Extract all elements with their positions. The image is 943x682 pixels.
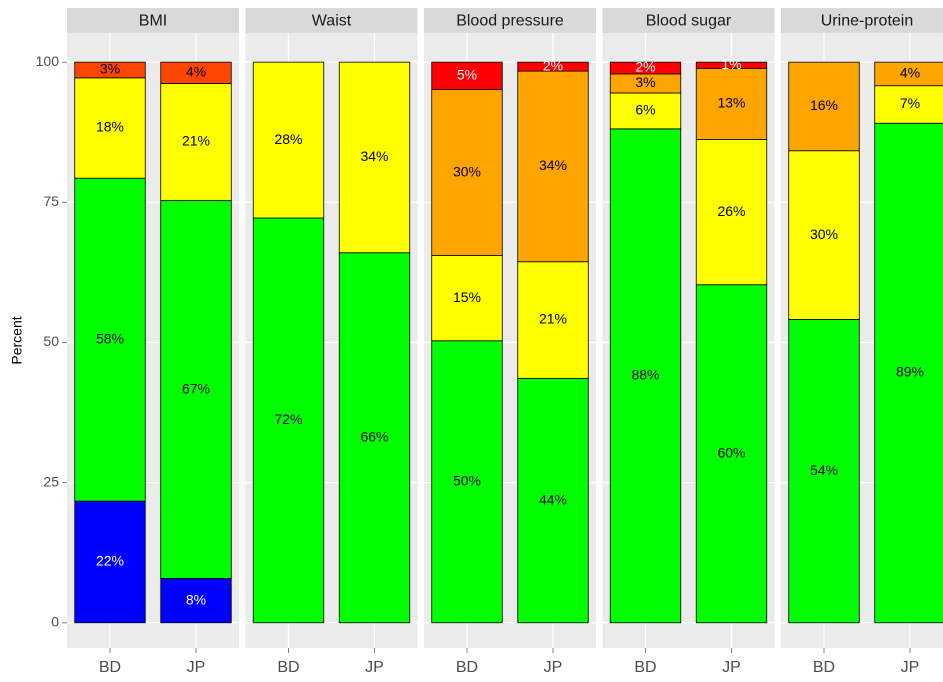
x-tick-label: BD [634,659,656,676]
bar-segment [609,92,682,130]
bar-segment [517,261,589,379]
x-tick-label: BD [813,659,835,676]
bar-segment [160,578,232,624]
y-tick-label: 0 [51,613,59,629]
bar-segment [695,284,768,624]
x-tick-label: JP [722,659,741,676]
data-label: 7% [900,95,920,111]
bar-segment [74,177,146,502]
bar-segment [431,89,503,256]
y-tick-label: 100 [36,53,60,69]
data-label: 18% [96,119,124,135]
bar-segment [74,77,146,179]
strip-background [67,8,239,33]
data-label: 21% [182,133,210,149]
bar-segment [874,61,943,87]
bar-segment [431,61,503,91]
data-label: 34% [360,148,388,164]
x-tick-label: BD [99,659,121,676]
data-label: 15% [453,289,481,305]
bar-segment [160,61,232,84]
bar-segment [160,83,232,202]
bar-segment [252,217,325,624]
bar-segment [160,200,232,579]
y-tick-label: 25 [43,473,59,489]
x-tick-label: JP [901,659,920,676]
x-tick-label: BD [456,659,478,676]
data-label: 30% [810,226,838,242]
facet-title: Waist [312,13,352,30]
data-label: 21% [539,311,567,327]
data-label: 30% [453,163,481,179]
data-label: 60% [717,444,745,460]
bar-segment [695,67,768,140]
bar-segment [609,128,682,624]
data-label: 2% [635,59,655,75]
data-label: 72% [274,411,302,427]
bar-segment [695,139,768,286]
bar-segment [788,61,860,152]
y-tick-label: 50 [43,333,59,349]
data-label: 88% [631,367,659,383]
bar-segment [74,61,146,79]
facet-title: Blood pressure [456,13,564,30]
data-label: 2% [543,57,563,73]
x-tick-label: JP [544,659,563,676]
bar-segment [517,377,589,624]
data-label: 5% [457,67,477,83]
bar-segment [431,255,503,342]
y-tick-label: 75 [43,193,59,209]
x-tick-label: JP [365,659,384,676]
facet-title: Blood sugar [646,13,732,30]
strip-background [424,8,596,33]
data-label: 50% [453,472,481,488]
x-tick-label: JP [187,659,206,676]
strip-background [602,8,775,33]
data-label: 1% [721,56,741,72]
data-label: 44% [539,491,567,507]
data-label: 89% [896,364,924,380]
data-label: 66% [360,428,388,444]
bar-segment [74,500,146,624]
strip-background [781,8,943,33]
strip-background [245,8,418,33]
data-label: 16% [810,97,838,113]
data-label: 28% [274,131,302,147]
facet-title: Urine-protein [821,13,913,30]
bar-segment [517,61,589,72]
data-label: 67% [182,380,210,396]
bar-segment [874,122,943,624]
data-label: 58% [96,330,124,346]
data-label: 4% [900,65,920,81]
data-label: 6% [635,102,655,118]
data-label: 54% [810,462,838,478]
data-label: 3% [100,61,120,77]
data-label: 13% [717,95,745,111]
data-label: 34% [539,157,567,173]
facet-title: BMI [139,13,167,30]
y-axis-label: Percent [9,316,25,364]
bar-segment [874,85,943,124]
data-label: 26% [717,203,745,219]
data-label: 22% [96,553,124,569]
bar-segment [338,252,411,624]
bar-segment [252,61,325,219]
x-tick-label: BD [277,659,299,676]
data-label: 4% [186,64,206,80]
bar-segment [788,319,860,624]
bar-segment [609,61,682,75]
bar-segment [695,61,768,69]
bar-segment [338,61,411,254]
data-label: 8% [186,591,206,607]
data-label: 3% [635,74,655,90]
